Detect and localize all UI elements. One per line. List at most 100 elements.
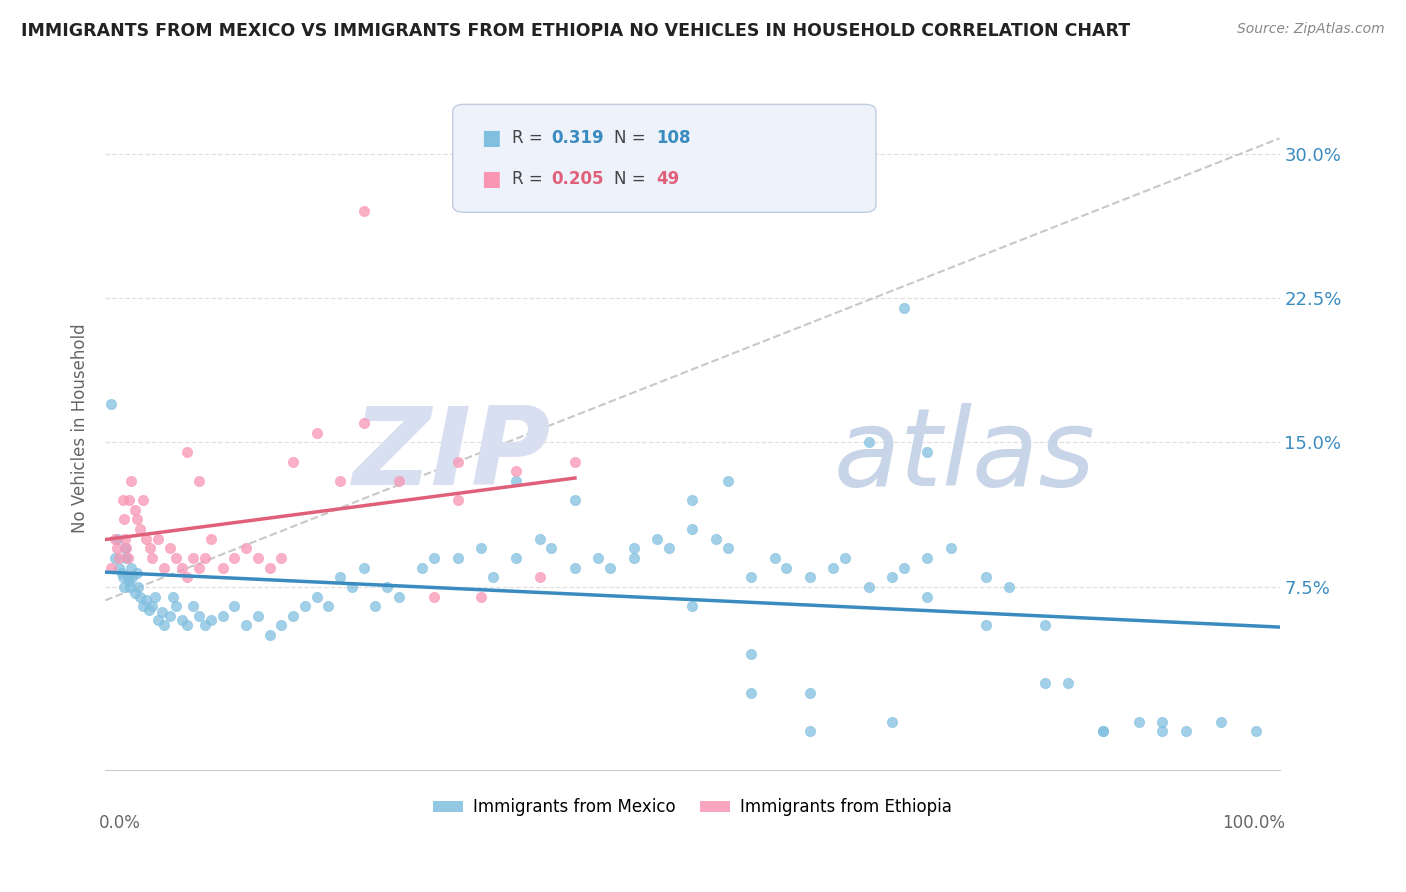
Text: 0.319: 0.319 (551, 128, 603, 146)
Point (125, 566, 148, 581)
Point (211, 608, 233, 623)
Point (124, 585, 146, 599)
Point (998, 580, 1021, 594)
Point (188, 560, 211, 574)
Text: R =: R = (512, 170, 548, 188)
Point (118, 493, 141, 508)
Point (194, 618, 217, 632)
Point (200, 532, 222, 546)
Point (281, 455, 304, 469)
Point (105, 532, 128, 546)
Point (159, 608, 181, 623)
Point (1092, 724, 1115, 739)
Point (141, 551, 163, 566)
Point (974, 570, 997, 584)
Point (105, 541, 128, 556)
Point (740, 686, 762, 700)
Point (176, 618, 198, 632)
Point (564, 493, 586, 508)
Point (235, 618, 257, 632)
Point (146, 532, 169, 546)
Text: ZIP: ZIP (353, 402, 551, 508)
Point (329, 474, 352, 488)
Text: 0.205: 0.205 (551, 170, 603, 188)
Point (411, 560, 433, 574)
Point (112, 512, 135, 526)
Point (446, 493, 468, 508)
Point (281, 608, 304, 623)
Point (135, 593, 157, 607)
Text: 108: 108 (657, 128, 692, 146)
Point (120, 560, 142, 574)
Point (150, 605, 173, 619)
Point (763, 551, 786, 566)
Point (111, 570, 134, 584)
Point (681, 522, 703, 536)
Point (120, 474, 142, 488)
Text: ■: ■ (481, 128, 501, 148)
Point (1152, 714, 1174, 729)
Text: N =: N = (614, 170, 651, 188)
Point (153, 560, 176, 574)
Point (1092, 724, 1115, 739)
Point (200, 613, 222, 627)
Point (246, 551, 269, 566)
Point (799, 570, 821, 584)
Point (294, 599, 316, 614)
Point (246, 608, 269, 623)
Point (529, 570, 551, 584)
Point (165, 599, 187, 614)
Point (305, 425, 328, 440)
Point (170, 560, 193, 574)
Point (115, 551, 138, 566)
Point (423, 590, 446, 604)
Point (915, 445, 938, 459)
Point (1128, 714, 1150, 729)
Point (717, 541, 740, 556)
Point (564, 560, 586, 574)
Point (224, 599, 246, 614)
Point (112, 580, 135, 594)
Point (529, 532, 551, 546)
Point (893, 301, 915, 315)
Point (111, 566, 134, 581)
Point (623, 551, 645, 566)
Point (353, 204, 375, 219)
Point (481, 570, 503, 584)
Point (100, 397, 122, 411)
Point (194, 551, 217, 566)
Point (224, 551, 246, 566)
Point (446, 551, 468, 566)
Point (124, 503, 146, 517)
Point (858, 580, 880, 594)
Point (114, 532, 136, 546)
Point (1174, 724, 1197, 739)
Point (117, 551, 139, 566)
Point (681, 493, 703, 508)
Point (176, 445, 198, 459)
Point (388, 474, 411, 488)
Point (564, 455, 586, 469)
Point (588, 551, 610, 566)
Point (329, 570, 352, 584)
Point (129, 522, 152, 536)
Point (211, 560, 233, 574)
Point (146, 613, 169, 627)
Point (118, 580, 141, 594)
Point (115, 541, 138, 556)
Text: Source: ZipAtlas.com: Source: ZipAtlas.com (1237, 22, 1385, 37)
Point (181, 599, 204, 614)
Point (270, 618, 292, 632)
Text: 100.0%: 100.0% (1222, 814, 1285, 832)
Point (114, 541, 136, 556)
Point (139, 541, 162, 556)
Point (153, 618, 176, 632)
Point (1033, 618, 1056, 632)
Point (717, 474, 740, 488)
Point (740, 647, 762, 661)
Point (176, 570, 198, 584)
Point (353, 416, 375, 430)
Point (740, 570, 762, 584)
Text: R =: R = (512, 128, 548, 146)
Point (353, 560, 375, 574)
